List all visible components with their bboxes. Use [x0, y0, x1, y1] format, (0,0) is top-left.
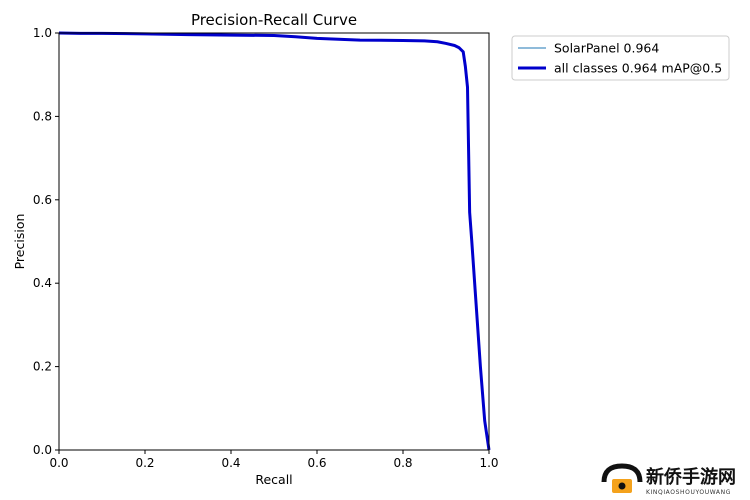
legend-box — [511, 35, 730, 81]
x-tick-label: 0.8 — [393, 456, 412, 470]
x-tick-label: 0.2 — [135, 456, 154, 470]
x-tick-label: 0.4 — [221, 456, 240, 470]
x-tick-label: 0.0 — [49, 456, 68, 470]
watermark-title: 新侨手游网 — [646, 466, 736, 488]
series-line-solarpanel — [58, 32, 490, 451]
watermark-subtitle: KINQIAOSHOUYOUWANG — [646, 489, 731, 496]
legend: SolarPanel 0.964 all classes 0.964 mAP@0… — [511, 35, 730, 81]
x-tick-label: 1.0 — [479, 456, 498, 470]
tick-layer: 0.0 0.2 0.4 0.6 0.8 1.0 0.0 0.2 0.4 0.6 0.8 1.0 — [33, 26, 499, 470]
series-line-all-classes — [58, 31, 491, 451]
house-logo-icon — [601, 463, 643, 493]
y-axis-title: Precision — [12, 214, 27, 270]
y-tick-label: 0.2 — [33, 360, 52, 374]
series-layer — [58, 31, 491, 451]
watermark: 新侨手游网 KINQIAOSHOUYOUWANG — [601, 463, 736, 496]
y-tick-label: 1.0 — [33, 26, 52, 40]
y-tick-label: 0.4 — [33, 276, 52, 290]
x-axis-title: Recall — [255, 472, 292, 487]
y-tick-label: 0.6 — [33, 193, 52, 207]
chart-title: Precision-Recall Curve — [191, 11, 357, 29]
plot-frame — [58, 32, 490, 451]
y-tick-label: 0.0 — [33, 443, 52, 457]
x-tick-label: 0.6 — [307, 456, 326, 470]
legend-label-all-classes: all classes 0.964 mAP@0.5 — [554, 61, 722, 76]
y-tick-label: 0.8 — [33, 109, 52, 123]
legend-label-solarpanel: SolarPanel 0.964 — [554, 41, 659, 56]
